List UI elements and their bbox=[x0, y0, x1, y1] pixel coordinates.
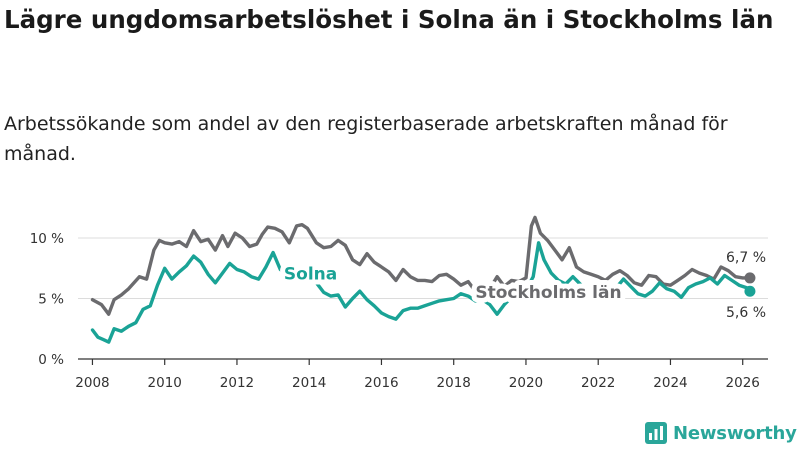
x-tick-label: 2024 bbox=[653, 375, 687, 391]
line-chart: 0 % 5 % 10 % 2008 2010 2012 2014 2016 2018 2020 20… bbox=[30, 215, 768, 391]
series-line-solna bbox=[90, 241, 752, 344]
x-tick-label: 2010 bbox=[148, 375, 182, 391]
x-tick-label: 2026 bbox=[726, 375, 760, 391]
end-value-label-solna: 5,6 % bbox=[726, 305, 766, 321]
x-tick-label: 2022 bbox=[581, 375, 615, 391]
axes: 0 % 5 % 10 % 2008 2010 2012 2014 2016 2018 2020 20… bbox=[30, 231, 768, 391]
series-lines bbox=[90, 215, 752, 344]
y-tick-label: 0 % bbox=[38, 352, 64, 368]
page-title: Lägre ungdomsarbetslöshet i Solna än i S… bbox=[4, 5, 774, 34]
x-tick-label: 2008 bbox=[75, 375, 109, 391]
series-line-stockholm bbox=[90, 215, 752, 316]
series-label-halo: Stockholms län bbox=[475, 283, 621, 303]
end-point-solna bbox=[744, 285, 756, 297]
y-tick-label: 10 % bbox=[30, 231, 64, 247]
chart-subtitle: Arbetssökande som andel av den registerb… bbox=[4, 113, 728, 165]
grid-lines bbox=[78, 237, 768, 299]
x-tick-label: 2012 bbox=[220, 375, 254, 391]
x-tick-label: 2014 bbox=[292, 375, 326, 391]
x-tick-label: 2018 bbox=[437, 375, 471, 391]
x-tick-label: 2016 bbox=[364, 375, 398, 391]
x-tick-label: 2020 bbox=[509, 375, 543, 391]
newsworthy-logo-icon bbox=[645, 422, 667, 444]
brand-name: Newsworthy bbox=[673, 422, 797, 444]
series-label-stockholm: Stockholms län bbox=[475, 283, 621, 303]
series-label-halo: Solna bbox=[284, 264, 337, 284]
brand-logo[interactable]: Newsworthy bbox=[645, 421, 797, 445]
series-label-solna: Solna bbox=[284, 264, 337, 284]
end-value-label-stockholm: 6,7 % bbox=[726, 250, 766, 266]
y-tick-label: 5 % bbox=[38, 292, 64, 308]
end-point-stockholm bbox=[744, 272, 756, 284]
